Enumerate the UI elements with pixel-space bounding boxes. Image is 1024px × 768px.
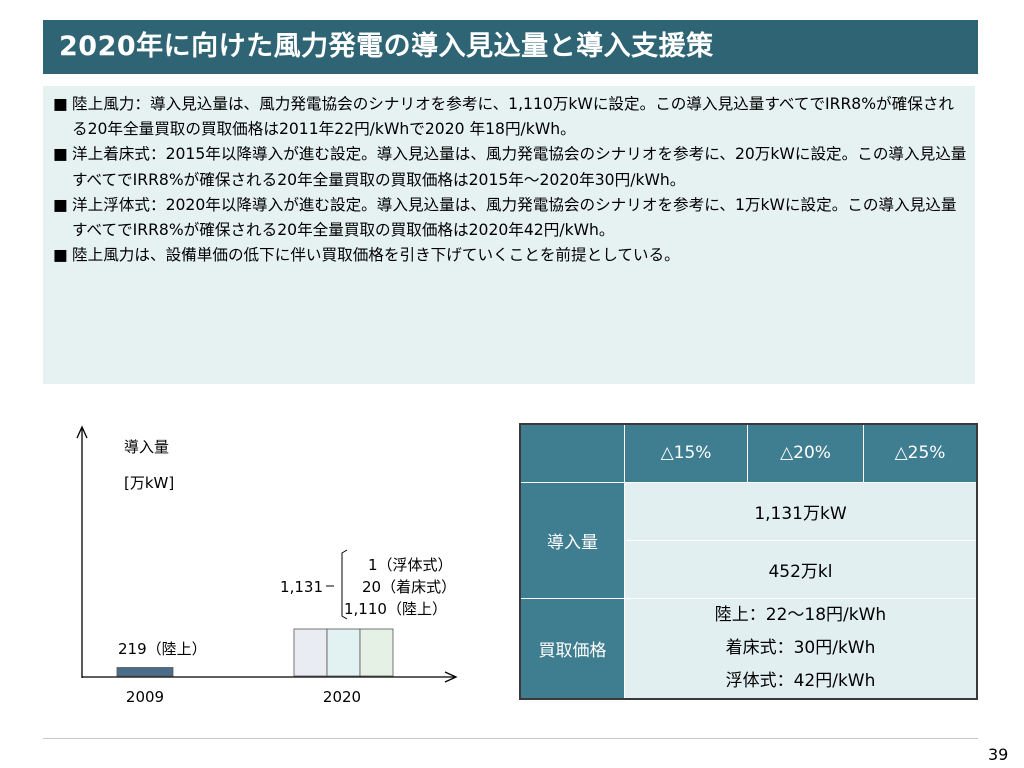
x-tick-label-2020: 2020 bbox=[323, 688, 361, 706]
title-bar: 2020年に向けた風力発電の導入見込量と導入支援策 bbox=[43, 20, 978, 74]
header-25: △25% bbox=[863, 423, 978, 483]
header-20: △20% bbox=[747, 423, 864, 483]
bars-group bbox=[116, 628, 394, 677]
bullet-item: ■ 洋上着床式：2015年以降導入が進む設定。導入見込量は、風力発電協会のシナリ… bbox=[53, 142, 967, 192]
page-number: 39 bbox=[988, 745, 1009, 764]
bar-2020-fixed bbox=[326, 628, 361, 677]
floating-label: 1（浮体式） bbox=[368, 556, 453, 574]
bullet-item: ■ 洋上浮体式：2020年以降導入が進む設定。導入見込量は、風力発電協会のシナリ… bbox=[53, 193, 967, 243]
price-fixed: 着床式：30円/kWh bbox=[725, 637, 876, 658]
y-axis-arrow-icon bbox=[76, 425, 88, 439]
square-bullet-icon: ■ bbox=[53, 145, 68, 164]
bullet-text: 洋上浮体式：2020年以降導入が進む設定。導入見込量は、風力発電協会のシナリオを… bbox=[72, 195, 957, 240]
bar-chart: 導入量 [万kW] 219（陸上） 2009 2020 1,131 1（浮体式）… bbox=[76, 425, 458, 706]
bullet-list: ■ 陸上風力：導入見込量は、風力発電協会のシナリオを参考に、1,110万kWに設… bbox=[43, 86, 975, 384]
y-axis-unit: [万kW] bbox=[124, 474, 174, 492]
table-corner bbox=[519, 423, 625, 483]
price-floating: 浮体式：42円/kWh bbox=[725, 670, 876, 691]
square-bullet-icon: ■ bbox=[53, 95, 68, 113]
x-axis-arrow-icon bbox=[444, 671, 458, 683]
bullet-item: ■ 陸上風力：導入見込量は、風力発電協会のシナリオを参考に、1,110万kWに設… bbox=[53, 92, 967, 142]
square-bullet-icon: ■ bbox=[53, 246, 68, 265]
slide-title: 2020年に向けた風力発電の導入見込量と導入支援策 bbox=[59, 31, 714, 62]
fixed-label: 20（着床式） bbox=[362, 578, 456, 596]
scenario-table: △15% △20% △25% 導入量 1,131万kW 452万kl 買取価格 … bbox=[519, 423, 978, 700]
price-cell: 陸上：22～18円/kWh 着床式：30円/kWh 浮体式：42円/kWh bbox=[624, 597, 978, 700]
footer-divider bbox=[43, 738, 978, 739]
onshore-label: 1,110（陸上） bbox=[344, 600, 447, 618]
bar-2020-onshore bbox=[293, 628, 328, 677]
header-15: △15% bbox=[624, 423, 748, 483]
x-tick-label-2009: 2009 bbox=[126, 688, 164, 706]
y-axis-label: 導入量 bbox=[124, 438, 169, 456]
capacity-value: 1,131万kW bbox=[624, 481, 978, 541]
bullet-text: 陸上風力：導入見込量は、風力発電協会のシナリオを参考に、1,110万kWに設定。… bbox=[72, 95, 955, 139]
bullet-text: 陸上風力は、設備単価の低下に伴い買取価格を引き下げていくことを前提としている。 bbox=[72, 246, 680, 265]
bar-label-2009: 219（陸上） bbox=[118, 640, 207, 658]
capacity-value: 452万kl bbox=[624, 539, 978, 599]
square-bullet-icon: ■ bbox=[53, 195, 68, 214]
bullet-item: ■ 陸上風力は、設備単価の低下に伴い買取価格を引き下げていくことを前提としている… bbox=[53, 243, 967, 268]
price-onshore: 陸上：22～18円/kWh bbox=[714, 604, 887, 625]
total-2020-label: 1,131 bbox=[280, 578, 323, 596]
bullet-text: 洋上着床式：2015年以降導入が進む設定。導入見込量は、風力発電協会のシナリオを… bbox=[72, 145, 967, 189]
row-label-capacity: 導入量 bbox=[519, 481, 625, 599]
row-label-price: 買取価格 bbox=[519, 597, 625, 700]
bar-2009-onshore bbox=[116, 667, 174, 677]
bar-2020-floating bbox=[359, 628, 394, 677]
annotation-bracket bbox=[341, 549, 348, 620]
